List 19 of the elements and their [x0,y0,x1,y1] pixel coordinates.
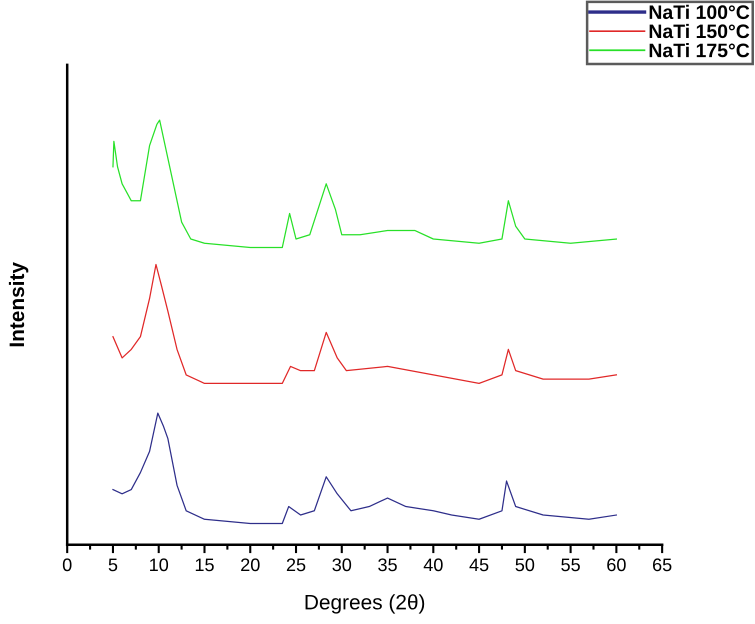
x-tick-label: 65 [653,558,672,572]
x-tick-label: 0 [62,558,72,572]
legend-label: NaTi 100°C [650,4,750,20]
legend-label: NaTi 175°C [650,42,750,58]
x-tick-label: 50 [516,558,534,572]
x-tick-label: 10 [150,558,168,572]
x-tick-label: 5 [108,558,118,572]
y-axis-title: Intensity [8,262,28,346]
x-tick-label: 15 [196,558,214,572]
x-tick-label: 35 [378,558,397,572]
x-tick-label: 30 [332,558,352,572]
x-tick-label: 60 [607,558,626,572]
x-tick-label: 45 [469,558,488,572]
x-tick-label: 55 [561,558,580,572]
x-tick-label: 20 [241,558,260,572]
x-tick-label: 40 [424,558,443,572]
x-axis-title: Degrees (2θ) [306,594,424,614]
legend-label: NaTi 150°C [650,24,750,38]
x-tick-label: 25 [286,558,306,572]
